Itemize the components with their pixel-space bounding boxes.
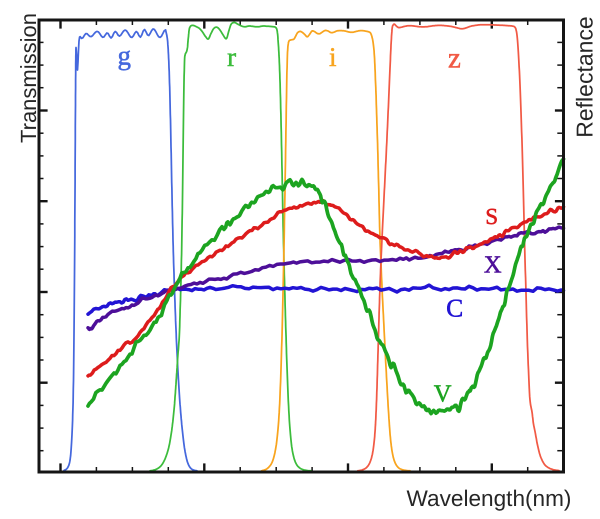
- svg-text:Transmission: Transmission: [16, 13, 41, 143]
- svg-text:Wavelength(nm): Wavelength(nm): [407, 486, 572, 511]
- svg-text:Reflectance: Reflectance: [572, 16, 598, 137]
